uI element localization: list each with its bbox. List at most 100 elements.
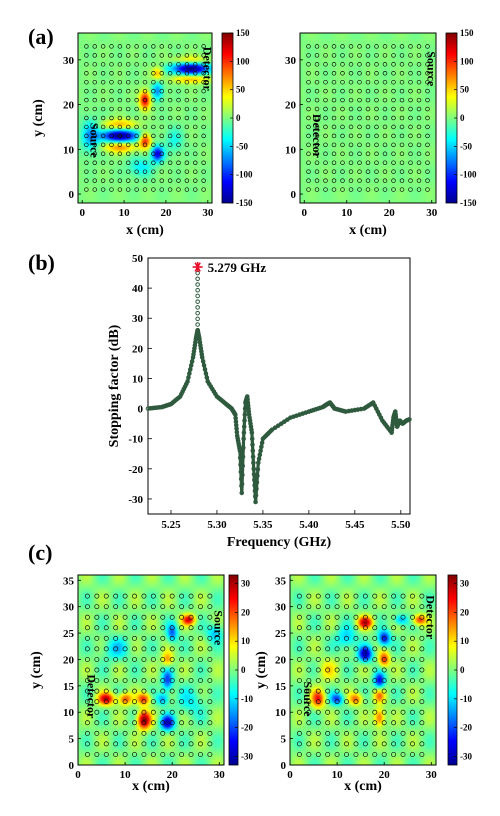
air-hole bbox=[314, 169, 320, 174]
air-hole bbox=[357, 124, 362, 130]
y-tick-label: 10 bbox=[275, 707, 287, 719]
air-hole bbox=[113, 678, 119, 684]
air-hole bbox=[159, 178, 164, 183]
air-hole bbox=[122, 656, 128, 662]
air-hole bbox=[400, 720, 406, 726]
air-hole bbox=[391, 720, 397, 726]
air-hole bbox=[425, 79, 430, 85]
air-hole bbox=[122, 646, 128, 652]
air-hole bbox=[296, 730, 302, 736]
air-hole bbox=[117, 142, 123, 148]
air-hole bbox=[159, 151, 164, 157]
air-hole bbox=[94, 614, 100, 620]
x-tick-label: 0 bbox=[302, 207, 308, 219]
air-hole bbox=[117, 44, 123, 49]
air-hole bbox=[416, 79, 422, 85]
air-hole bbox=[117, 169, 123, 174]
colorbar: 150 100 50 0 -50 -100 -150 bbox=[221, 28, 253, 208]
air-hole bbox=[184, 115, 190, 121]
air-hole bbox=[408, 142, 413, 148]
colorbar-tick-label: 0 bbox=[460, 665, 465, 675]
air-hole bbox=[179, 593, 185, 599]
air-hole bbox=[315, 699, 321, 705]
air-hole bbox=[167, 151, 173, 157]
air-hole bbox=[409, 678, 415, 684]
y-tick-label: 20 bbox=[285, 100, 297, 112]
air-hole bbox=[306, 97, 311, 103]
air-hole bbox=[176, 71, 181, 76]
peak-annotation: 5.279 GHz bbox=[208, 260, 267, 275]
data-point bbox=[199, 349, 204, 354]
air-hole bbox=[374, 71, 379, 76]
air-hole bbox=[334, 688, 340, 694]
air-hole bbox=[100, 178, 106, 183]
air-hole bbox=[344, 656, 349, 662]
air-hole bbox=[167, 53, 173, 58]
data-point bbox=[315, 406, 321, 411]
air-hole bbox=[179, 614, 185, 620]
air-hole bbox=[391, 688, 397, 694]
air-hole bbox=[92, 88, 97, 94]
panel-label-b: (b) bbox=[28, 250, 55, 275]
air-hole bbox=[193, 160, 198, 165]
field-map bbox=[300, 33, 436, 203]
air-hole bbox=[113, 720, 119, 726]
port-labels: Source Detector bbox=[84, 610, 225, 719]
air-hole bbox=[122, 688, 128, 694]
air-hole bbox=[134, 169, 139, 174]
air-hole bbox=[400, 593, 406, 599]
air-hole bbox=[142, 79, 148, 85]
air-hole bbox=[365, 44, 371, 49]
air-hole bbox=[306, 646, 312, 652]
air-hole bbox=[142, 115, 148, 121]
x-tick-label: 10 bbox=[119, 207, 131, 219]
air-hole bbox=[348, 133, 354, 139]
air-hole bbox=[141, 751, 147, 757]
x-tick-label: 0 bbox=[79, 207, 85, 219]
data-point bbox=[251, 466, 257, 472]
air-hole bbox=[169, 699, 175, 705]
x-ticks: 0 10 20 30 bbox=[79, 200, 214, 219]
y-tick-label: 20 bbox=[63, 654, 75, 666]
air-hole bbox=[179, 678, 185, 684]
air-hole bbox=[122, 667, 128, 673]
x-tick-label: 20 bbox=[384, 207, 396, 219]
data-point bbox=[244, 394, 250, 399]
x-axis-label: x (cm) bbox=[349, 223, 387, 238]
y-tick-label: 0 bbox=[69, 189, 75, 201]
air-hole bbox=[381, 730, 387, 736]
air-hole bbox=[334, 709, 340, 715]
air-hole bbox=[201, 124, 206, 130]
air-hole bbox=[94, 667, 100, 673]
detector-label: Detector bbox=[424, 595, 438, 640]
y-axis-label: y (cm) bbox=[254, 651, 269, 689]
colorbar-tick-label: -150 bbox=[460, 198, 477, 208]
air-hole bbox=[381, 646, 387, 652]
heatmap-c-right: 0 10 20 30 0 5 10 15 20 25 30 35 Source Detector x … bbox=[254, 574, 472, 794]
air-hole bbox=[167, 106, 173, 112]
air-hole bbox=[100, 160, 106, 165]
air-hole bbox=[348, 53, 354, 58]
air-hole bbox=[193, 187, 198, 192]
air-hole bbox=[306, 169, 311, 174]
air-hole bbox=[176, 106, 181, 112]
air-hole bbox=[353, 688, 359, 694]
air-hole bbox=[84, 751, 90, 757]
air-hole bbox=[207, 656, 213, 662]
air-hole bbox=[160, 656, 166, 662]
air-hole bbox=[325, 751, 331, 757]
air-hole bbox=[151, 169, 156, 174]
air-hole bbox=[306, 625, 312, 631]
air-hole bbox=[117, 97, 123, 103]
data-point bbox=[241, 445, 246, 451]
data-point bbox=[195, 287, 200, 293]
air-hole bbox=[344, 646, 349, 652]
data-point bbox=[269, 427, 275, 432]
air-hole bbox=[416, 178, 422, 183]
air-hole bbox=[382, 124, 388, 130]
air-hole bbox=[167, 44, 173, 49]
air-hole bbox=[340, 187, 345, 192]
air-hole bbox=[94, 678, 100, 684]
data-point bbox=[393, 414, 399, 419]
air-hole bbox=[122, 678, 128, 684]
